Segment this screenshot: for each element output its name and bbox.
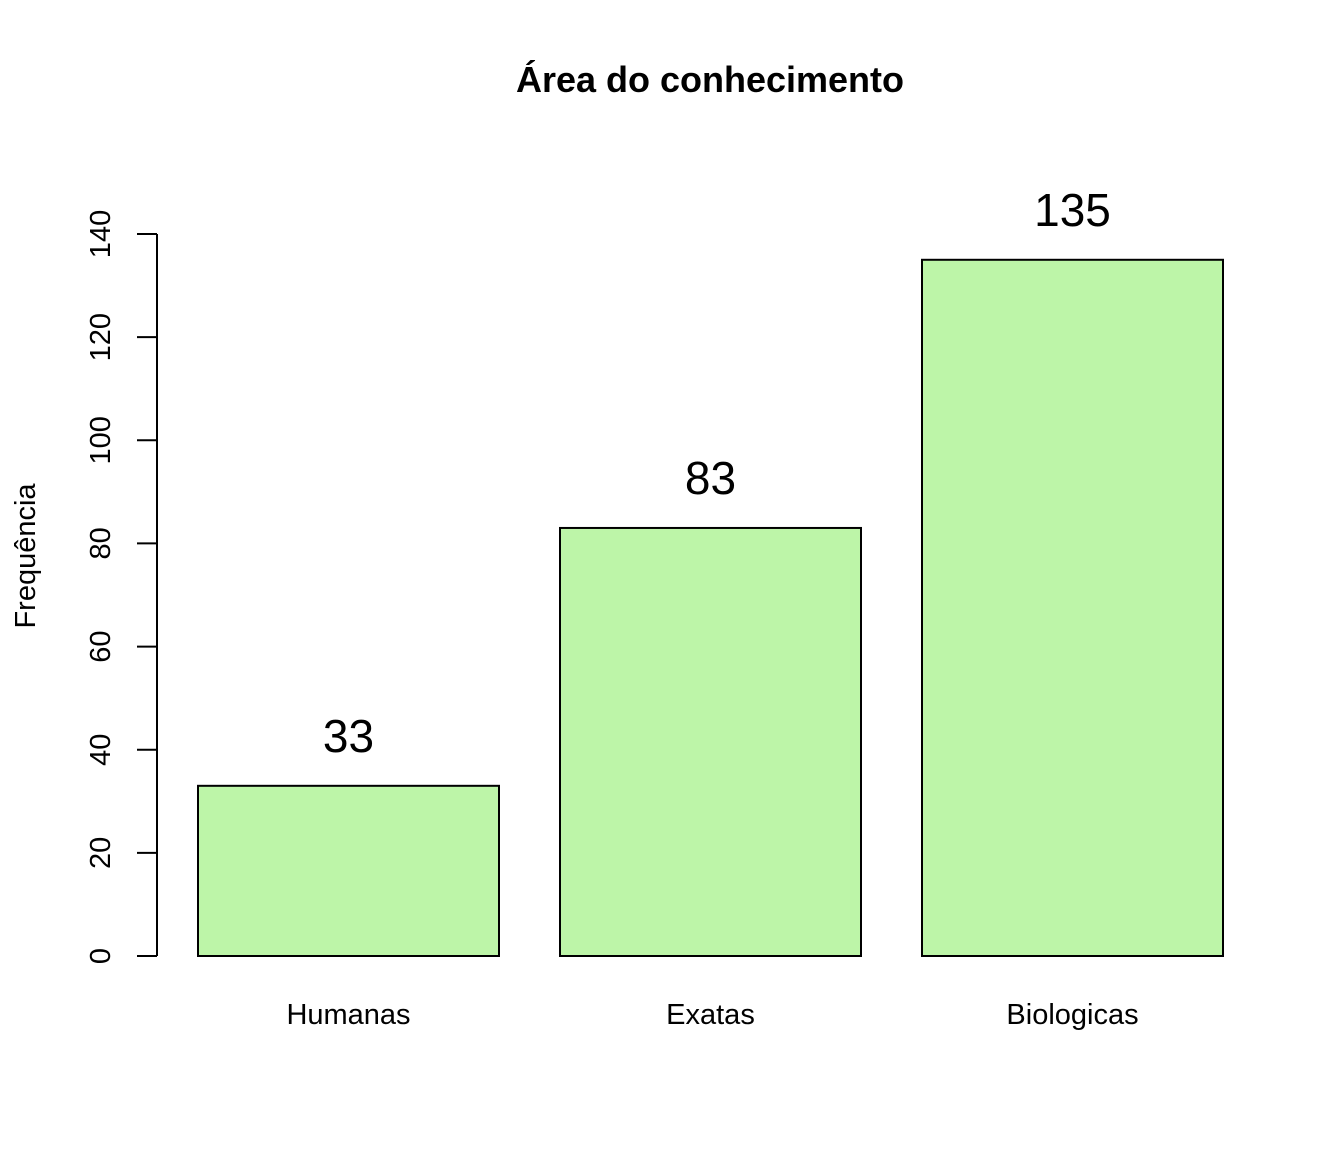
bar-humanas xyxy=(197,784,500,957)
bar-biologicas xyxy=(921,258,1224,957)
x-tick-label: Humanas xyxy=(286,999,410,1031)
data-label: 135 xyxy=(1034,184,1111,236)
y-tick-label: 80 xyxy=(85,527,117,559)
chart-title: Área do conhecimento xyxy=(516,59,904,100)
data-label: 83 xyxy=(685,452,736,504)
bars-group xyxy=(197,258,1224,957)
y-tick-label: 20 xyxy=(85,837,117,869)
data-labels-group: 33 83 135 xyxy=(323,184,1111,762)
y-tick-label: 40 xyxy=(85,734,117,766)
y-axis: 0 20 40 60 80 100 120 140 xyxy=(85,210,158,964)
category-labels-group: Humanas Exatas Biologicas xyxy=(286,999,1138,1031)
x-tick-label: Biologicas xyxy=(1006,999,1138,1031)
y-axis-label: Frequência xyxy=(10,483,42,629)
bar-exatas xyxy=(559,526,862,957)
x-tick-label: Exatas xyxy=(666,999,755,1031)
y-tick-label: 100 xyxy=(85,416,117,464)
y-tick-label: 60 xyxy=(85,630,117,662)
y-tick-label: 0 xyxy=(85,948,117,964)
y-tick-label: 120 xyxy=(85,313,117,361)
y-tick-label: 140 xyxy=(85,210,117,258)
data-label: 33 xyxy=(323,710,374,762)
